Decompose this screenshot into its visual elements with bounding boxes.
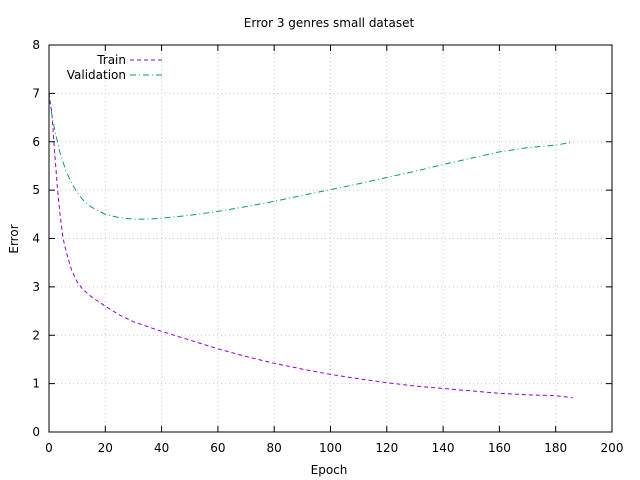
legend-label-train: Train <box>96 53 126 67</box>
x-tick-label: 200 <box>601 441 624 455</box>
y-tick-label: 0 <box>32 425 40 439</box>
x-tick-label: 80 <box>267 441 282 455</box>
y-tick-label: 1 <box>32 377 40 391</box>
plot-series <box>48 93 573 399</box>
x-tick-label: 160 <box>488 441 511 455</box>
x-tick-label: 180 <box>544 441 567 455</box>
y-tick-label: 7 <box>32 86 40 100</box>
y-axis-label: Error <box>7 224 21 253</box>
x-tick-label: 120 <box>375 441 398 455</box>
x-tick-label: 20 <box>98 441 113 455</box>
legend-label-validation: Validation <box>67 68 126 82</box>
x-tick-label: 100 <box>319 441 342 455</box>
x-tick-label: 60 <box>210 441 225 455</box>
series-line-train <box>48 93 573 399</box>
y-tick-label: 5 <box>32 183 40 197</box>
x-tick-label: 0 <box>45 441 53 455</box>
x-tick-label: 140 <box>432 441 455 455</box>
x-tick-label: 40 <box>154 441 169 455</box>
y-tick-label: 4 <box>32 232 40 246</box>
y-tick-label: 8 <box>32 38 40 52</box>
x-axis-label: Epoch <box>311 463 348 477</box>
grid <box>49 45 612 432</box>
y-tick-label: 3 <box>32 280 40 294</box>
y-tick-label: 2 <box>32 328 40 342</box>
axis-ticks: 0 20 40 60 80 100 120 140 160 180 200 0 1 2 3 4 5 6 7 8 <box>32 38 623 455</box>
chart-title: Error 3 genres small dataset <box>244 16 415 30</box>
y-tick-label: 6 <box>32 135 40 149</box>
series-line-validation <box>48 98 573 220</box>
